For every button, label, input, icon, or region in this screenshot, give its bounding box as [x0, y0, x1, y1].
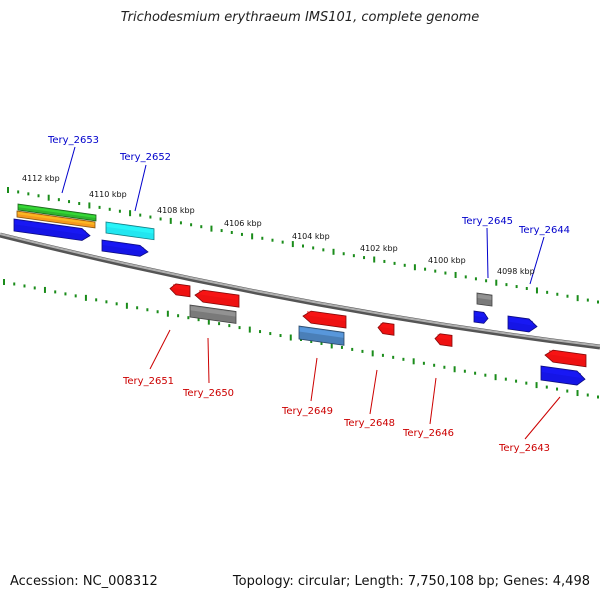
leader-line [429, 377, 437, 425]
gene-feature [476, 292, 493, 307]
gene-highlight [474, 312, 486, 318]
gene-feature [298, 325, 345, 346]
gene-highlight [549, 350, 586, 360]
gene-highlight [477, 294, 492, 300]
gene-highlight [190, 306, 236, 317]
gene-highlight [541, 367, 581, 379]
gene-label[interactable]: Tery_2645 [461, 216, 513, 227]
gene-label[interactable]: Tery_2646 [402, 428, 454, 439]
gene-label[interactable]: Tery_2649 [281, 406, 333, 417]
gene-feature [13, 218, 91, 241]
gene-highlight [299, 327, 344, 338]
gene-outline [476, 292, 493, 307]
gene-label[interactable]: Tery_2651 [122, 376, 174, 387]
features [13, 203, 587, 386]
gene-highlight [102, 241, 144, 252]
gene-feature [377, 322, 395, 336]
leader-line [310, 357, 318, 402]
gene-highlight [18, 205, 96, 219]
gene-label[interactable]: Tery_2643 [498, 443, 550, 454]
scale-label: 4106 kbp [224, 219, 262, 228]
gene-feature [544, 349, 587, 368]
gene-outline [189, 304, 237, 324]
backbone [0, 232, 600, 350]
gene-label[interactable]: Tery_2648 [343, 418, 395, 429]
gene-feature [507, 315, 538, 333]
leader-line [149, 329, 171, 370]
gene-outline [101, 239, 149, 257]
scale-label: 4112 kbp [22, 174, 60, 183]
leader-line [529, 236, 545, 285]
gene-labels: Tery_2653 Tery_2652 Tery_2651 Tery_2650 Tery… [47, 135, 570, 454]
gene-highlight [199, 290, 239, 301]
gene-highlight [17, 212, 95, 226]
scale-label: 4098 kbp [497, 267, 535, 276]
gene-feature [434, 333, 453, 347]
gene-highlight [307, 311, 346, 322]
gene-feature [473, 310, 489, 324]
lower-scale-ticks [3, 279, 599, 399]
gene-highlight [380, 323, 394, 330]
gene-feature [16, 210, 96, 229]
leader-line [369, 369, 378, 415]
gene-feature [540, 365, 586, 386]
gene-highlight [14, 220, 86, 235]
gene-outline [16, 210, 96, 229]
gene-outline [377, 322, 395, 336]
gene-outline [544, 349, 587, 368]
gene-outline [298, 325, 345, 346]
gene-label[interactable]: Tery_2653 [47, 135, 99, 146]
gene-feature [105, 221, 155, 241]
gene-outline [194, 289, 240, 308]
gene-outline [473, 310, 489, 324]
scale-label: 4102 kbp [360, 244, 398, 253]
leader-line [134, 164, 147, 212]
gene-feature [302, 310, 347, 329]
gene-outline [507, 315, 538, 333]
scale-label: 4110 kbp [89, 190, 127, 199]
topology-text: Topology: circular; Length: 7,750,108 bp… [232, 574, 590, 589]
scale-label: 4108 kbp [157, 206, 195, 215]
gene-outline [540, 365, 586, 386]
gene-outline [302, 310, 347, 329]
gene-label[interactable]: Tery_2644 [518, 225, 570, 236]
gene-feature [169, 283, 191, 298]
gene-outline [13, 218, 91, 241]
gene-outline [169, 283, 191, 298]
gene-highlight [508, 317, 533, 326]
leader-line [207, 337, 210, 384]
gene-feature [189, 304, 237, 324]
gene-outline [17, 203, 97, 222]
gene-label[interactable]: Tery_2650 [182, 388, 234, 399]
gene-label[interactable]: Tery_2652 [119, 152, 171, 163]
gene-outline [105, 221, 155, 241]
scale-label: 4104 kbp [292, 232, 330, 241]
gene-highlight [106, 223, 154, 234]
gene-highlight [437, 334, 452, 341]
gene-feature [101, 239, 149, 257]
leader-line [486, 227, 489, 279]
upper-scale-ticks [7, 187, 599, 304]
accession-text: Accession: NC_008312 [10, 574, 158, 589]
gene-feature [17, 203, 97, 222]
label-leaders [61, 146, 561, 440]
genome-title: Trichodesmium erythraeum IMS101, complet… [120, 10, 480, 25]
leader-line [61, 146, 76, 194]
gene-outline [434, 333, 453, 347]
leader-line [524, 396, 561, 440]
gene-feature [194, 289, 240, 308]
gene-highlight [173, 284, 190, 291]
scale-labels: 4112 kbp 4110 kbp 4108 kbp 4106 kbp 4104 kbp… [22, 174, 535, 276]
backbone-highlight [0, 233, 600, 347]
scale-label: 4100 kbp [428, 256, 466, 265]
